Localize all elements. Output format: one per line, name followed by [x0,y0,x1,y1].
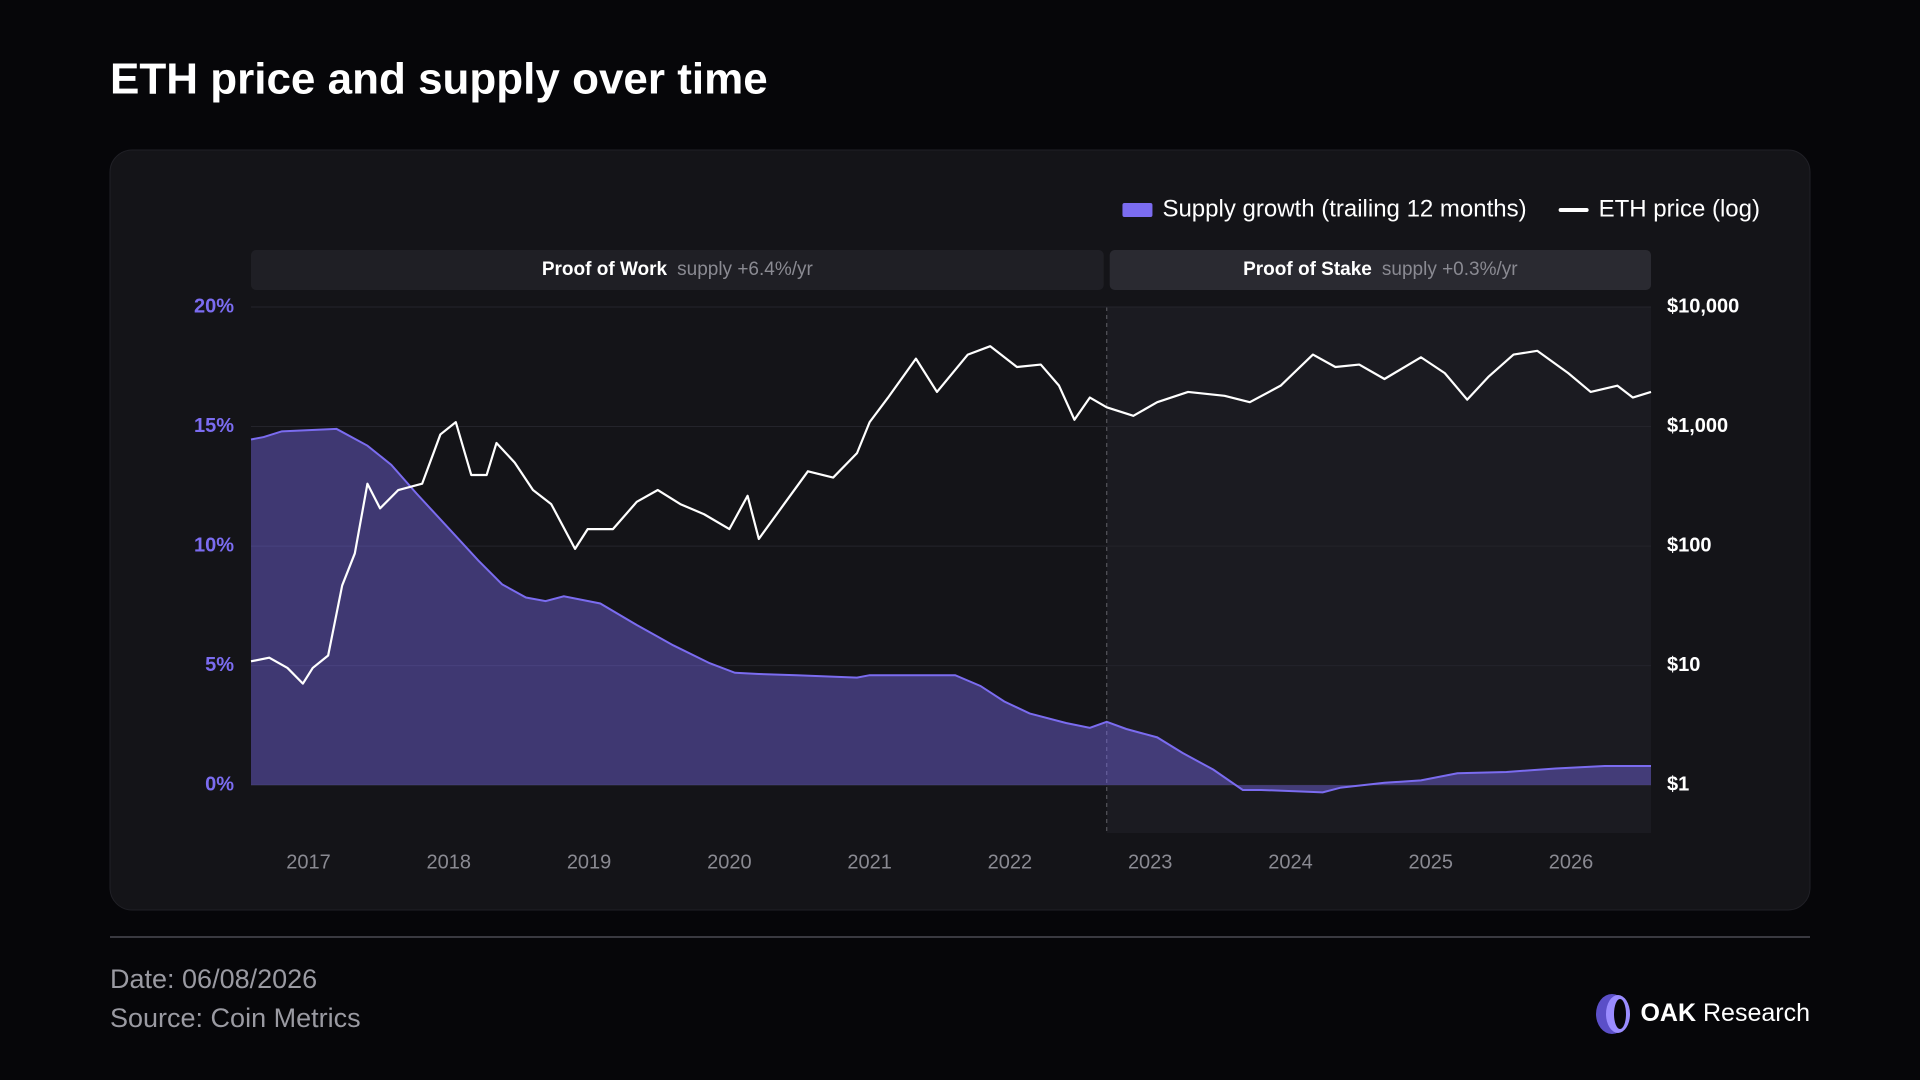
region-label: Proof of Stake supply +0.3%/yr [1243,259,1518,280]
region-header [251,250,1104,290]
x-tick-label: 2017 [286,851,331,873]
region-name: Proof of Stake [1243,259,1372,280]
y-tick-label: 0% [205,773,234,795]
y2-tick-label: $1,000 [1667,415,1728,437]
region-header [1109,250,1651,290]
y-tick-label: 5% [205,654,234,676]
region-note: supply +0.3%/yr [1382,259,1518,280]
brand-suffix: Research [1703,999,1810,1027]
y2-tick-label: $100 [1667,534,1712,556]
region-name: Proof of Work [542,259,668,280]
footer-source: Source: Coin Metrics [110,1003,361,1033]
chart-title: ETH price and supply over time [110,55,768,104]
y-tick-label: 20% [194,295,234,317]
y2-tick-label: $10,000 [1667,295,1739,317]
x-tick-label: 2024 [1268,851,1313,873]
legend-swatch [1558,208,1589,212]
region-note: supply +6.4%/yr [677,259,813,280]
x-tick-label: 2025 [1409,851,1454,873]
y-tick-label: 15% [194,415,234,437]
y2-tick-label: $1 [1667,774,1689,796]
x-tick-label: 2020 [707,851,752,873]
x-tick-label: 2022 [988,851,1033,873]
x-tick-label: 2019 [567,851,612,873]
legend-label: ETH price (log) [1599,195,1760,222]
legend-swatch [1122,203,1153,217]
region-shade [1106,307,1651,833]
footer-date: Date: 06/08/2026 [110,964,317,994]
price-line [250,345,1652,685]
y2-tick-label: $10 [1667,654,1700,676]
x-tick-label: 2023 [1128,851,1173,873]
brand-logo [1596,994,1630,1034]
region-label: Proof of Work supply +6.4%/yr [542,259,814,280]
x-tick-label: 2018 [427,851,472,873]
brand-name: OAK Research [1640,999,1810,1027]
y-tick-label: 10% [194,534,234,556]
area-edge [250,427,1651,794]
brand-bold: OAK [1640,999,1696,1027]
x-tick-label: 2026 [1549,851,1594,873]
legend-label: Supply growth (trailing 12 months) [1162,195,1526,222]
area [251,428,1651,793]
x-tick-label: 2021 [847,851,892,873]
